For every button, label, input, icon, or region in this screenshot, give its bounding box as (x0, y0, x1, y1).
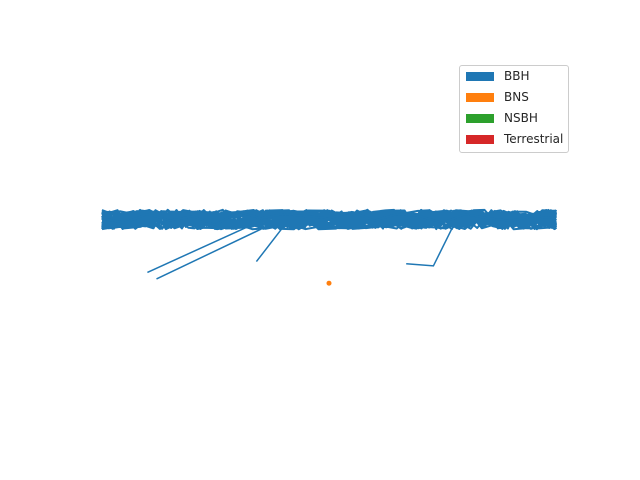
series-bbh-outlier-3 (406, 228, 453, 267)
legend-swatch-bns (466, 92, 494, 102)
legend-swatch-bbh (466, 71, 494, 81)
legend-entry-nsbh: NSBH (466, 111, 538, 125)
series-bbh-line (101, 210, 557, 227)
legend-label-bns: BNS (504, 90, 529, 104)
legend: BBH BNS NSBH Terrestrial (459, 65, 569, 153)
legend-swatch-terrestrial (466, 134, 494, 144)
legend-swatch-nsbh (466, 113, 494, 123)
legend-entry-bbh: BBH (466, 69, 530, 83)
series-bbh-outlier-1 (156, 228, 262, 280)
plot-area (101, 208, 557, 286)
legend-entry-bns: BNS (466, 90, 529, 104)
series-bbh-band (101, 208, 557, 231)
series-bbh-outlier-2 (255, 220, 289, 263)
legend-entry-terrestrial: Terrestrial (466, 132, 563, 146)
legend-label-terrestrial: Terrestrial (504, 132, 564, 146)
legend-label-nsbh: NSBH (504, 111, 538, 125)
series-bns-point-0 (326, 280, 332, 286)
legend-label-bbh: BBH (504, 69, 530, 83)
series-bbh-outlier-0 (147, 224, 253, 274)
